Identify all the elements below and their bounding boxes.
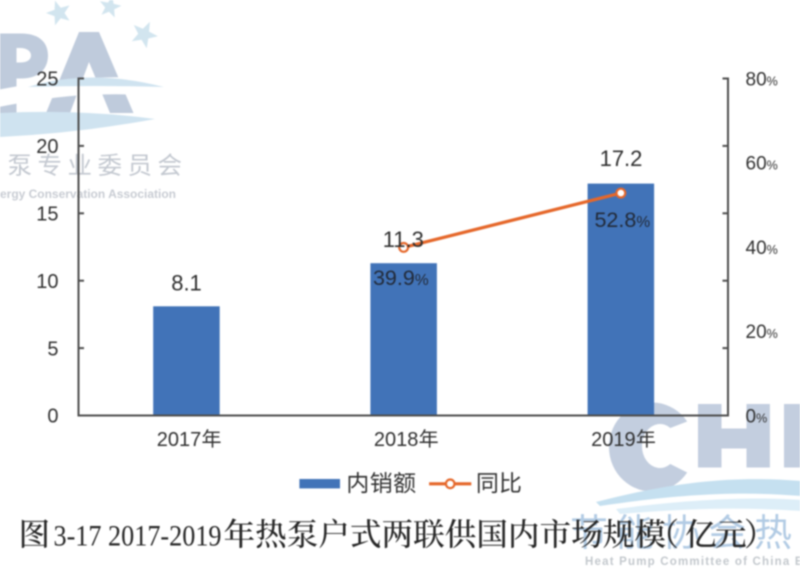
svg-text:8.1: 8.1 (171, 271, 202, 296)
svg-text:40%: 40% (746, 238, 778, 259)
svg-text:0%: 0% (746, 407, 768, 428)
svg-text:20: 20 (36, 136, 58, 158)
svg-text:5: 5 (47, 338, 58, 360)
svg-text:80%: 80% (746, 70, 778, 91)
svg-text:2017: 2017 (157, 429, 202, 451)
svg-text:25: 25 (36, 69, 58, 91)
svg-text:2018: 2018 (374, 429, 419, 451)
svg-text:60%: 60% (746, 154, 778, 175)
svg-text:0: 0 (47, 406, 58, 428)
svg-text:11.3: 11.3 (383, 227, 424, 252)
svg-text:3-17 2017-2019: 3-17 2017-2019 (54, 520, 222, 553)
svg-text:2019: 2019 (591, 429, 636, 451)
svg-text:15: 15 (36, 204, 58, 226)
svg-text:ergy Conservation Association: ergy Conservation Association (0, 189, 176, 201)
svg-text:17.2: 17.2 (600, 146, 643, 171)
svg-text:10: 10 (36, 271, 58, 293)
svg-text:20%: 20% (746, 322, 778, 343)
svg-text:Heat Pump Committee of China E: Heat Pump Committee of China Energ (585, 556, 800, 568)
